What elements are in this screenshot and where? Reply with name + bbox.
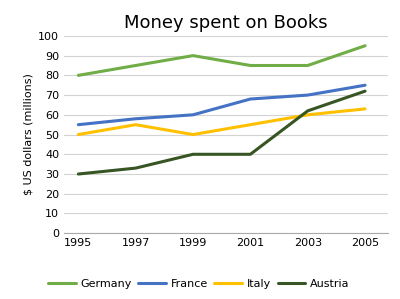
Germany [76,74,81,77]
Italy [76,133,81,136]
Line: Austria: Austria [78,91,365,174]
France [363,83,368,87]
Italy [191,133,196,136]
France [248,97,253,101]
Austria [191,152,196,156]
Line: France: France [78,85,365,125]
France [305,93,310,97]
Italy [133,123,138,126]
Line: Italy: Italy [78,109,365,135]
Title: Money spent on Books: Money spent on Books [124,13,328,32]
Germany [248,64,253,67]
Line: Germany: Germany [78,46,365,75]
Austria [133,166,138,170]
Germany [363,44,368,48]
Italy [305,113,310,117]
Austria [248,152,253,156]
Italy [248,123,253,126]
Germany [191,54,196,57]
Germany [133,64,138,67]
France [76,123,81,126]
Italy [363,107,368,111]
France [191,113,196,117]
Austria [305,109,310,113]
Austria [363,89,368,93]
Germany [305,64,310,67]
Legend: Germany, France, Italy, Austria: Germany, France, Italy, Austria [44,274,354,293]
Y-axis label: $ US dollars (millions): $ US dollars (millions) [24,74,34,196]
Austria [76,172,81,176]
France [133,117,138,120]
